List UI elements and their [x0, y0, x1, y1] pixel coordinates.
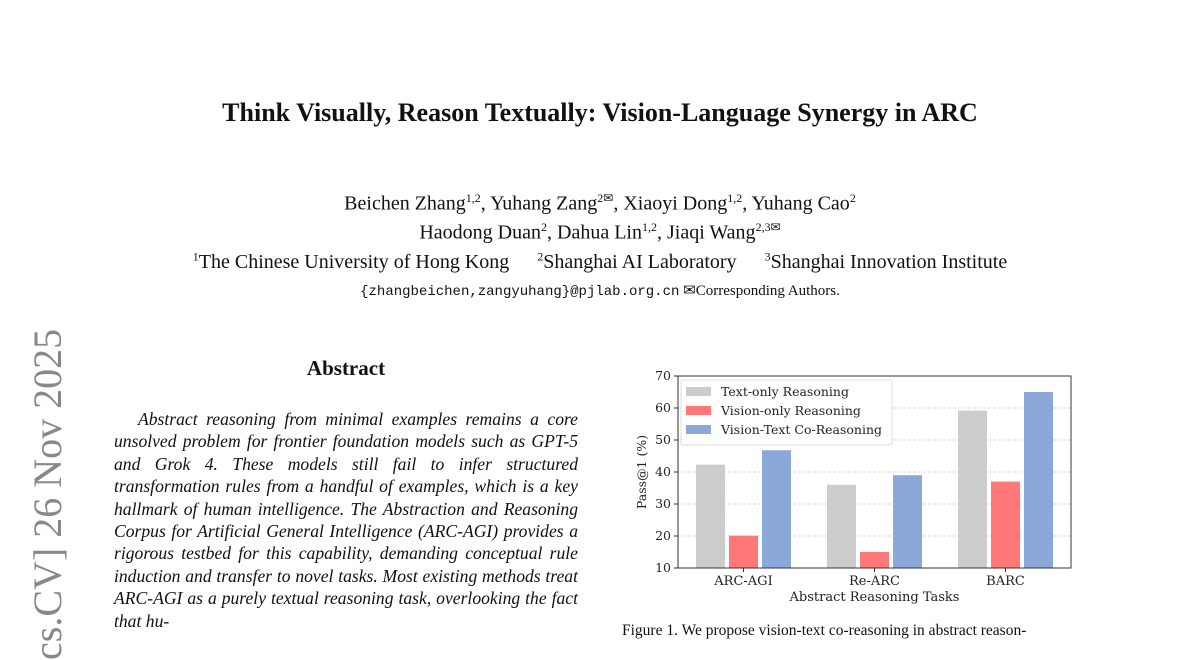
- affiliation: 1The Chinese University of Hong Kong: [192, 249, 510, 273]
- author-affiliation-mark: 1,2: [641, 220, 657, 234]
- authors-line-1: Beichen Zhang1,2, Yuhang Zang2✉, Xiaoyi …: [344, 191, 856, 215]
- abstract-text: Abstract reasoning from minimal examples…: [114, 409, 578, 631]
- y-tick-label: 60: [655, 400, 671, 415]
- abstract-heading: Abstract: [306, 356, 386, 380]
- authors-line-2: Haodong Duan2, Dahua Lin1,2, Jiaqi Wang2…: [419, 220, 781, 244]
- author: Yuhang Zang: [490, 192, 598, 215]
- affiliation-name: Shanghai AI Laboratory: [543, 250, 737, 273]
- arxiv-stamp: cs.CV] 26 Nov 2025: [25, 328, 70, 660]
- author: Dahua Lin: [557, 221, 642, 244]
- figure-caption: Figure 1. We propose vision-text co-reas…: [622, 622, 1027, 639]
- bar-re-arc-2: [893, 475, 922, 568]
- author-affiliation-mark: 2: [541, 220, 547, 234]
- bar-re-arc-0: [827, 484, 856, 568]
- author-affiliation-mark: 1,2: [727, 191, 743, 205]
- bar-arc-agi-2: [762, 450, 791, 568]
- x-tick-label: ARC-AGI: [713, 574, 772, 589]
- bar-arc-agi-1: [729, 535, 758, 568]
- x-tick-label: BARC: [986, 574, 1025, 589]
- affiliation: 2Shanghai AI Laboratory: [537, 249, 737, 273]
- author-affiliation-mark: 1,2: [465, 191, 481, 205]
- email-line: {zhangbeichen,zangyuhang}@pjlab.org.cn ✉…: [0, 281, 1200, 300]
- legend-swatch: [686, 387, 711, 396]
- legend-swatch: [686, 406, 711, 415]
- author: Haodong Duan: [419, 221, 541, 244]
- affiliation: 3Shanghai Innovation Institute: [764, 249, 1008, 273]
- x-axis-label: Abstract Reasoning Tasks: [789, 590, 960, 605]
- y-axis-label: Pass@1 (%): [634, 435, 649, 509]
- bar-re-arc-1: [860, 552, 889, 568]
- abstract-body: Abstract reasoning from minimal examples…: [114, 408, 578, 632]
- bar-arc-agi-0: [696, 464, 725, 568]
- plot-frame: [677, 375, 1072, 569]
- x-tick-label: Re-ARC: [849, 574, 900, 589]
- legend-swatch: [686, 425, 711, 434]
- legend-box: [680, 379, 893, 446]
- bar-barc-2: [1024, 392, 1053, 568]
- y-tick-label: 30: [655, 496, 671, 511]
- affiliation-name: The Chinese University of Hong Kong: [198, 250, 510, 273]
- legend-label: Vision-only Reasoning: [720, 403, 861, 418]
- y-tick-label: 20: [655, 528, 671, 543]
- affiliation-number: 2: [537, 249, 544, 263]
- email[interactable]: {zhangbeichen,zangyuhang}@pjlab.org.cn: [360, 284, 680, 300]
- author-affiliation-mark: 2: [849, 191, 856, 205]
- bar-barc-0: [958, 410, 987, 568]
- bar-barc-1: [991, 481, 1020, 568]
- author: Xiaoyi Dong: [623, 192, 728, 215]
- y-tick-label: 70: [655, 368, 671, 383]
- figure-1-chart: 10 20 30 40 50 60 70 ARC-AGI Re-ARC BARC Abstract …: [634, 368, 1072, 605]
- author: Jiaqi Wang: [666, 221, 756, 244]
- author-affiliation-mark: 2,3✉: [755, 220, 781, 234]
- affiliation-number: 3: [764, 249, 771, 263]
- y-tick-label: 10: [655, 560, 671, 575]
- author: Beichen Zhang: [344, 192, 466, 215]
- y-tick-label: 50: [655, 432, 671, 447]
- author-affiliation-mark: 2✉: [597, 191, 614, 205]
- affiliation-name: Shanghai Innovation Institute: [770, 250, 1008, 273]
- paper-title: Think Visually, Reason Textually: Vision…: [222, 98, 978, 127]
- legend-label: Text-only Reasoning: [721, 384, 849, 399]
- y-tick-label: 40: [655, 464, 671, 479]
- corresponding-note: ✉Corresponding Authors.: [683, 283, 840, 299]
- affiliations: 1The Chinese University of Hong Kong 2Sha…: [0, 249, 1200, 274]
- legend-label: Vision-Text Co-Reasoning: [720, 422, 882, 437]
- author: Yuhang Cao: [751, 192, 850, 215]
- affiliation-number: 1: [192, 249, 199, 263]
